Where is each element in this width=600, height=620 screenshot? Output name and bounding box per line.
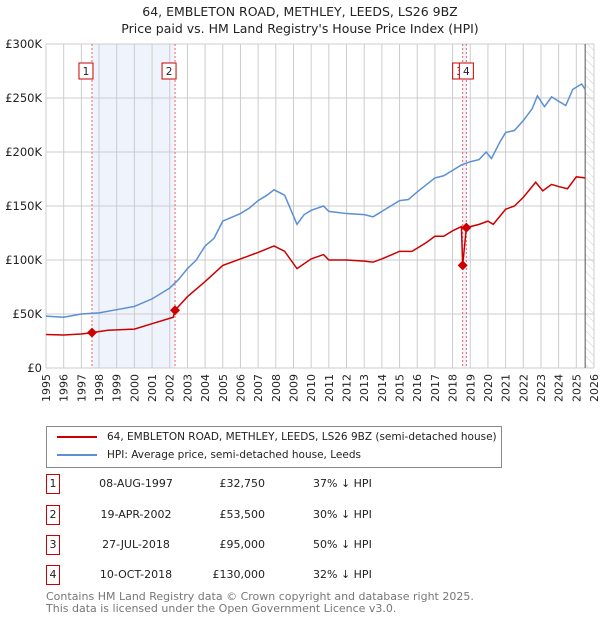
x-tick-label: 1996 <box>58 374 71 402</box>
x-tick-label: 2013 <box>358 374 371 402</box>
chart-title: 64, EMBLETON ROAD, METHLEY, LEEDS, LS26 … <box>142 4 458 19</box>
x-tick-label: 2019 <box>464 374 477 402</box>
legend-label: HPI: Average price, semi-detached house,… <box>107 449 361 461</box>
sale-number: 2 <box>46 505 60 525</box>
y-tick-label: £300K <box>5 37 42 51</box>
legend-label: 64, EMBLETON ROAD, METHLEY, LEEDS, LS26 … <box>107 431 497 443</box>
sale-label: 4 <box>463 66 470 78</box>
sale-label: 1 <box>83 66 90 78</box>
sale-point <box>457 260 468 271</box>
x-tick-label: 2017 <box>429 374 442 402</box>
x-tick-label: 1995 <box>40 374 53 402</box>
x-tick-label: 2015 <box>394 374 407 402</box>
x-tick-label: 2004 <box>199 374 212 402</box>
sale-number: 4 <box>46 565 60 585</box>
y-tick-label: £100K <box>5 253 42 267</box>
x-tick-label: 2018 <box>447 374 460 402</box>
sale-label-box <box>458 62 474 80</box>
legend-swatch <box>57 454 97 456</box>
x-tick-label: 2022 <box>517 374 530 402</box>
sale-hpi-diff: 32% ↓ HPI <box>313 568 372 581</box>
x-tick-label: 2020 <box>482 374 495 402</box>
sale-price: £95,000 <box>219 538 266 551</box>
x-tick-label: 2001 <box>146 374 159 402</box>
sale-row: 3 27-JUL-2018 £95,000 50% ↓ HPI <box>46 535 446 555</box>
sale-hpi-diff: 50% ↓ HPI <box>313 538 372 551</box>
x-tick-label: 1998 <box>93 374 106 402</box>
sale-price: £130,000 <box>212 568 266 581</box>
legend-item-hpi: HPI: Average price, semi-detached house,… <box>57 449 361 461</box>
legend-swatch <box>57 436 97 438</box>
x-tick-label: 2025 <box>570 374 583 402</box>
x-tick-label: 2009 <box>287 374 300 402</box>
y-tick-label: £50K <box>13 307 43 321</box>
sale-label-box <box>78 62 94 80</box>
x-tick-label: 2006 <box>234 374 247 402</box>
x-tick-label: 2014 <box>376 374 389 402</box>
price-chart: 1995 1996 1997 1998 1999 2000 2001 2002 2003 2004… <box>5 37 600 402</box>
x-tick-label: 2011 <box>323 374 336 402</box>
legend-item-property: 64, EMBLETON ROAD, METHLEY, LEEDS, LS26 … <box>57 431 497 443</box>
x-tick-label: 2024 <box>553 374 566 402</box>
sale-label: 2 <box>166 66 173 78</box>
sale-date: 27-JUL-2018 <box>102 538 170 551</box>
y-tick-label: £150K <box>5 199 42 213</box>
x-tick-label: 2010 <box>305 374 318 402</box>
y-tick-label: £250K <box>5 91 42 105</box>
sale-row: 2 19-APR-2002 £53,500 30% ↓ HPI <box>46 505 446 525</box>
x-tick-label: 2012 <box>341 374 354 402</box>
x-tick-label: 2007 <box>252 374 265 402</box>
sale-date: 08-AUG-1997 <box>99 477 173 490</box>
footer-licence: This data is licensed under the Open Gov… <box>46 602 397 615</box>
sale-row: 1 08-AUG-1997 £32,750 37% ↓ HPI <box>46 474 446 494</box>
x-tick-label: 2003 <box>181 374 194 402</box>
sale-hpi-diff: 30% ↓ HPI <box>313 508 372 521</box>
y-tick-label: £0 <box>27 361 42 375</box>
sale-point <box>86 327 97 338</box>
sale-date: 19-APR-2002 <box>100 508 172 521</box>
hpi-line <box>45 82 586 318</box>
sale-date: 10-OCT-2018 <box>99 568 173 581</box>
sale-label-box <box>161 62 177 80</box>
y-tick-label: £200K <box>5 145 42 159</box>
x-tick-label: 2021 <box>500 374 513 402</box>
sale-row: 4 10-OCT-2018 £130,000 32% ↓ HPI <box>46 565 446 585</box>
x-tick-label: 2026 <box>588 374 600 402</box>
sale-point <box>170 305 181 316</box>
sale-number: 3 <box>46 535 60 555</box>
x-tick-label: 1997 <box>75 374 88 402</box>
x-tick-label: 1999 <box>111 374 124 402</box>
sale-point <box>461 222 472 233</box>
x-tick-label: 2023 <box>535 374 548 402</box>
x-tick-label: 2008 <box>270 374 283 402</box>
x-tick-label: 2002 <box>164 374 177 402</box>
sale-number: 1 <box>46 474 60 494</box>
footer-copyright: Contains HM Land Registry data © Crown c… <box>46 590 474 603</box>
sale-hpi-diff: 37% ↓ HPI <box>313 477 372 490</box>
legend: 64, EMBLETON ROAD, METHLEY, LEEDS, LS26 … <box>46 426 502 468</box>
chart-subtitle: Price paid vs. HM Land Registry's House … <box>121 21 479 36</box>
x-tick-label: 2016 <box>411 374 424 402</box>
x-tick-label: 2005 <box>217 374 230 402</box>
x-tick-label: 2000 <box>128 374 141 402</box>
sale-price: £32,750 <box>219 477 266 490</box>
sale-price: £53,500 <box>219 508 266 521</box>
